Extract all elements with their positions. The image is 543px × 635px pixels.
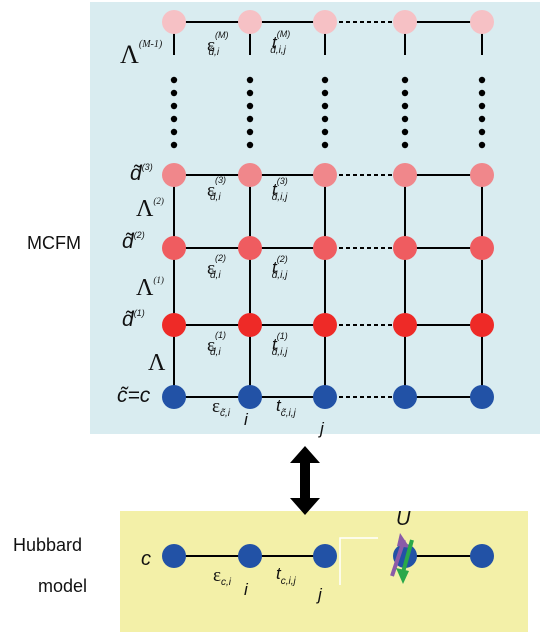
hopping-hubbard: tc,i,j (276, 564, 296, 587)
ellipsis-dot (321, 76, 329, 84)
site-i-label: i (244, 410, 248, 429)
ellipsis-dot (246, 141, 254, 149)
site-d2 (393, 236, 417, 260)
ellipsis-dot (401, 141, 409, 149)
ellipsis-dot (246, 89, 254, 97)
mcfm-label: MCFM (27, 233, 81, 253)
hubbard-site (313, 544, 337, 568)
site-c (393, 385, 417, 409)
ellipsis-dot (321, 89, 329, 97)
lambda-top: Λ(M-1) (120, 39, 163, 69)
site-d3 (238, 163, 262, 187)
ellipsis-dot (478, 102, 486, 110)
ellipsis-dot (170, 141, 178, 149)
epsilon-d2: ε(2)d̃,i (207, 253, 226, 281)
ellipsis-dot (321, 141, 329, 149)
ellipsis-dot (478, 115, 486, 123)
mcfm-panel (90, 2, 540, 434)
site-d2 (470, 236, 494, 260)
ellipsis-dot (478, 76, 486, 84)
site-c (470, 385, 494, 409)
hubbard-label-line2: model (38, 576, 88, 596)
site-d1 (313, 313, 337, 337)
epsilon-c: εc̃,i (212, 396, 230, 419)
ellipsis-dot (321, 102, 329, 110)
ellipsis-dot (170, 102, 178, 110)
hopping-d2: t(2)d̃,i,j (271, 254, 288, 281)
ellipsis-dot (401, 76, 409, 84)
site-d1 (238, 313, 262, 337)
hubbard-label-line1: Hubbard (13, 535, 83, 555)
ellipsis-dot (246, 102, 254, 110)
lambda-0: Λ (148, 350, 166, 376)
site-d2 (238, 236, 262, 260)
epsilon-d3: ε(3)d̃,i (207, 175, 226, 203)
spin-arrows-icon (390, 533, 414, 584)
ellipsis-dot (401, 89, 409, 97)
c-tilde-label: c̃=c (117, 384, 151, 407)
d2-label: d̃(2) (122, 230, 145, 253)
hopping-c: tc̃,i,j (276, 396, 296, 419)
ellipsis-dot (170, 128, 178, 136)
site-d1 (162, 313, 186, 337)
hubbard-site (470, 544, 494, 568)
ellipsis-dot (478, 141, 486, 149)
hopping-d3: t(3)d̃,i,j (271, 176, 288, 203)
ellipsis-dot (478, 128, 486, 136)
lambda-2: Λ(2) (136, 196, 164, 222)
hubbard-site (162, 544, 186, 568)
hubbard-site-i-label: i (244, 580, 248, 599)
ellipsis-dot (246, 115, 254, 123)
site-d3 (313, 163, 337, 187)
site-top (470, 10, 494, 34)
ellipsis-dot (170, 76, 178, 84)
hubbard-c-label: c (141, 548, 151, 570)
site-d2 (162, 236, 186, 260)
ellipsis-dot (401, 115, 409, 123)
ellipsis-dot (170, 115, 178, 123)
site-top (313, 10, 337, 34)
ellipsis-dot (321, 128, 329, 136)
site-d1 (393, 313, 417, 337)
ellipsis-dot (246, 128, 254, 136)
hopping-top: t(M)d̃,i,j (270, 29, 291, 56)
epsilon-top: ε(M)d̃,i (207, 30, 229, 58)
hubbard-site (238, 544, 262, 568)
site-c (238, 385, 262, 409)
hopping-d1: t(1)d̃,i,j (271, 331, 288, 358)
site-d2 (313, 236, 337, 260)
ellipsis-dot (401, 128, 409, 136)
ellipsis-dot (246, 76, 254, 84)
site-d3 (470, 163, 494, 187)
hubbard-panel (120, 511, 528, 632)
site-top (162, 10, 186, 34)
interaction-U-label: U (396, 508, 411, 530)
epsilon-d1: ε(1)d̃,i (207, 330, 226, 358)
lattice-sites (162, 10, 494, 568)
epsilon-hubbard: εc,i (213, 565, 231, 588)
site-j-label: j (320, 419, 324, 438)
vertical-ellipsis (170, 76, 486, 149)
ellipsis-dot (401, 102, 409, 110)
ellipsis-dot (321, 115, 329, 123)
double-arrow-icon (290, 446, 320, 515)
site-c (313, 385, 337, 409)
site-c (162, 385, 186, 409)
d3-label: d̃(3) (130, 162, 153, 185)
site-d3 (162, 163, 186, 187)
lambda-1: Λ(1) (136, 275, 164, 301)
site-top (238, 10, 262, 34)
interaction-bracket (339, 537, 378, 585)
hubbard-site-j-label: j (318, 585, 322, 604)
lattice-bonds (173, 21, 483, 557)
ellipsis-dot (478, 89, 486, 97)
site-top (393, 10, 417, 34)
site-d3 (393, 163, 417, 187)
site-d1 (470, 313, 494, 337)
d1-label: d̃(1) (122, 308, 145, 331)
ellipsis-dot (170, 89, 178, 97)
